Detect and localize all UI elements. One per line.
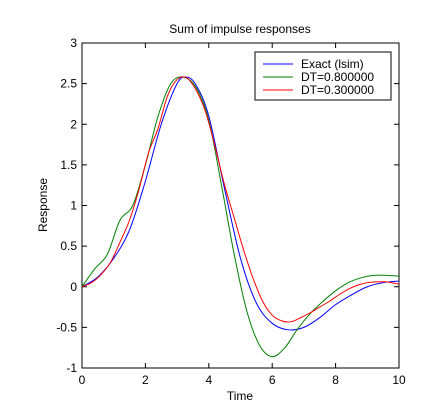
x-tick-label: 8 [332, 373, 339, 387]
y-tick-label: 3 [70, 36, 77, 50]
series-group [81, 76, 400, 358]
y-tick-label: 1.5 [60, 158, 77, 172]
y-tick-label: 2.5 [60, 77, 77, 91]
axis-ticks: 0 2 4 6 8 10 -1 -0.5 0 0.5 1 1.5 2 2.5 3 [56, 36, 406, 387]
x-tick-label: 10 [392, 373, 406, 387]
series-line-1 [81, 76, 400, 331]
y-tick-label: 1 [70, 199, 77, 213]
x-tick-label: 2 [142, 373, 149, 387]
series-line-2 [81, 76, 400, 358]
y-tick-label: -1 [66, 361, 77, 375]
y-tick-label: 0.5 [60, 239, 77, 253]
series-line-3 [81, 76, 400, 323]
x-axis-label: Time [227, 389, 254, 403]
legend-label: DT=0.300000 [301, 83, 374, 97]
legend-label: Exact (lsim) [301, 57, 364, 71]
y-tick-label: 0 [70, 280, 77, 294]
x-tick-label: 6 [269, 373, 276, 387]
y-tick-label: -0.5 [56, 320, 77, 334]
legend-label: DT=0.800000 [301, 70, 374, 84]
y-tick-label: 2 [70, 117, 77, 131]
y-axis-label: Response [36, 178, 50, 232]
x-tick-label: 4 [205, 373, 212, 387]
x-tick-label: 0 [79, 373, 86, 387]
legend-box [254, 51, 392, 101]
chart-title: Sum of impulse responses [169, 22, 310, 36]
